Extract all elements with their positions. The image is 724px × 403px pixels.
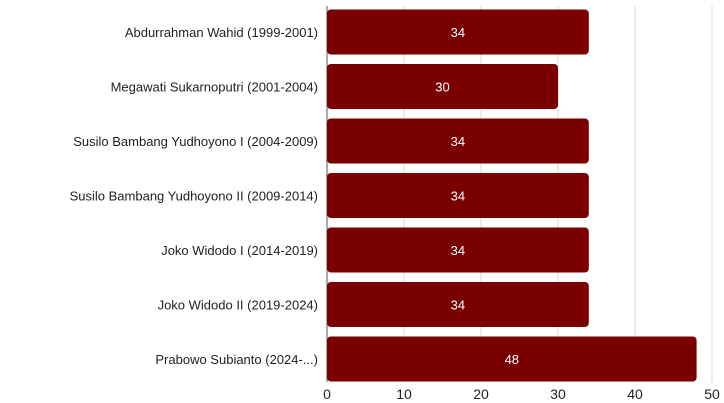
x-tick-label-40: 40: [627, 386, 643, 402]
bars: 34 30 34 34 34 34 48: [327, 9, 697, 382]
x-tick-label-0: 0: [323, 386, 331, 402]
x-axis-ticks: 0 10 20 30 40 50: [323, 386, 720, 402]
x-tick-label-50: 50: [704, 386, 720, 402]
category-labels: Abdurrahman Wahid (1999-2001) Megawati Su…: [70, 25, 318, 367]
bar-3: [327, 173, 589, 218]
bar-value-label-5: 34: [451, 298, 465, 313]
x-tick-label-30: 30: [550, 386, 566, 402]
bar-value-label-2: 34: [451, 134, 465, 149]
bar-1: [327, 64, 558, 109]
bar-6: [327, 336, 697, 382]
bar-value-label-4: 34: [451, 243, 465, 258]
category-label-4: Joko Widodo I (2014-2019): [161, 243, 318, 258]
bar-value-label-0: 34: [451, 25, 465, 40]
bar-value-label-1: 30: [435, 80, 449, 95]
category-label-1: Megawati Sukarnoputri (2001-2004): [111, 80, 318, 95]
bar-value-label-3: 34: [451, 189, 465, 204]
category-label-3: Susilo Bambang Yudhoyono II (2009-2014): [70, 189, 318, 204]
bar-0: [327, 9, 589, 55]
bar-value-label-6: 48: [505, 352, 519, 367]
category-label-5: Joko Widodo II (2019-2024): [158, 298, 318, 313]
bar-4: [327, 227, 589, 273]
x-tick-label-20: 20: [473, 386, 489, 402]
category-label-0: Abdurrahman Wahid (1999-2001): [125, 25, 318, 40]
category-label-6: Prabowo Subianto (2024-...): [155, 352, 318, 367]
x-tick-label-10: 10: [396, 386, 412, 402]
bar-2: [327, 118, 589, 164]
bar-5: [327, 282, 589, 327]
category-label-2: Susilo Bambang Yudhoyono I (2004-2009): [73, 134, 318, 149]
